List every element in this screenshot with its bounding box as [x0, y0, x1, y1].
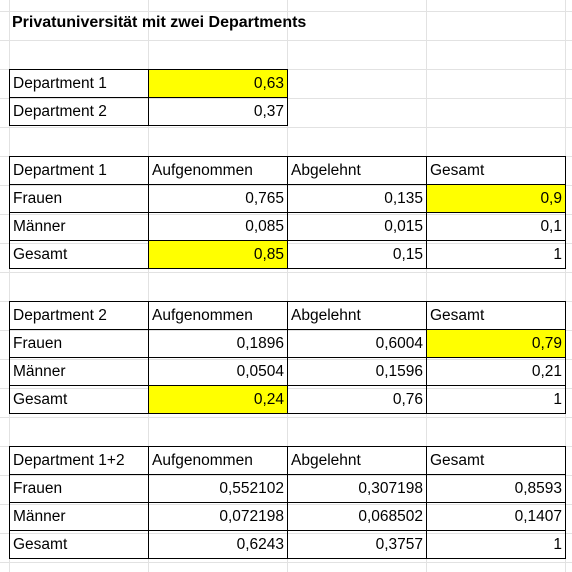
value-cell[interactable]: 0,6243	[148, 530, 288, 559]
header-cell[interactable]: Department 1+2	[9, 446, 149, 475]
value-cell[interactable]: 1	[426, 530, 566, 559]
table-header-row: Department 2 Aufgenommen Abgelehnt Gesam…	[9, 301, 566, 330]
department-2-table: Department 2 Aufgenommen Abgelehnt Gesam…	[9, 301, 566, 414]
row-label-cell[interactable]: Gesamt	[9, 530, 149, 559]
value-cell[interactable]: 0,1	[426, 212, 566, 241]
value-cell[interactable]: 0,307198	[287, 474, 427, 503]
table-header-row: Department 1+2 Aufgenommen Abgelehnt Ges…	[9, 446, 566, 475]
value-cell[interactable]: 0,21	[426, 357, 566, 386]
table-row: Department 2 0,37	[9, 97, 288, 126]
row-label-cell[interactable]: Frauen	[9, 184, 149, 213]
table-row: Gesamt 0,24 0,76 1	[9, 385, 566, 414]
table-header-row: Department 1 Aufgenommen Abgelehnt Gesam…	[9, 156, 566, 185]
value-cell-highlighted[interactable]: 0,85	[148, 240, 288, 269]
header-cell[interactable]: Aufgenommen	[148, 301, 288, 330]
value-cell[interactable]: 0,085	[148, 212, 288, 241]
value-cell[interactable]: 0,765	[148, 184, 288, 213]
value-cell[interactable]: 0,6004	[287, 329, 427, 358]
value-cell[interactable]: 0,0504	[148, 357, 288, 386]
header-cell[interactable]: Abgelehnt	[287, 446, 427, 475]
value-cell[interactable]: 0,15	[287, 240, 427, 269]
header-cell[interactable]: Aufgenommen	[148, 446, 288, 475]
department-combined-table: Department 1+2 Aufgenommen Abgelehnt Ges…	[9, 446, 566, 559]
sheet-title: Privatuniversität mit zwei Departments	[12, 14, 307, 31]
value-cell[interactable]: 0,135	[287, 184, 427, 213]
row-label-cell[interactable]: Gesamt	[9, 385, 149, 414]
header-cell[interactable]: Gesamt	[426, 301, 566, 330]
value-cell-highlighted[interactable]: 0,79	[426, 329, 566, 358]
row-label-cell[interactable]: Frauen	[9, 474, 149, 503]
table-row: Frauen 0,1896 0,6004 0,79	[9, 329, 566, 358]
table-row: Department 1 0,63	[9, 69, 288, 98]
cell-label[interactable]: Department 1	[9, 69, 149, 98]
header-cell[interactable]: Aufgenommen	[148, 156, 288, 185]
header-cell[interactable]: Abgelehnt	[287, 156, 427, 185]
header-cell[interactable]: Department 2	[9, 301, 149, 330]
table-row: Frauen 0,765 0,135 0,9	[9, 184, 566, 213]
table-row: Gesamt 0,6243 0,3757 1	[9, 530, 566, 559]
value-cell[interactable]: 0,76	[287, 385, 427, 414]
table-row: Männer 0,072198 0,068502 0,1407	[9, 502, 566, 531]
table-row: Männer 0,085 0,015 0,1	[9, 212, 566, 241]
row-label-cell[interactable]: Männer	[9, 502, 149, 531]
value-cell[interactable]: 0,068502	[287, 502, 427, 531]
cell-value-highlighted[interactable]: 0,63	[148, 69, 288, 98]
value-cell[interactable]: 1	[426, 240, 566, 269]
department-1-table: Department 1 Aufgenommen Abgelehnt Gesam…	[9, 156, 566, 269]
value-cell[interactable]: 0,3757	[287, 530, 427, 559]
table-row: Frauen 0,552102 0,307198 0,8593	[9, 474, 566, 503]
header-cell[interactable]: Department 1	[9, 156, 149, 185]
value-cell[interactable]: 0,1596	[287, 357, 427, 386]
value-cell-highlighted[interactable]: 0,24	[148, 385, 288, 414]
value-cell[interactable]: 0,072198	[148, 502, 288, 531]
value-cell[interactable]: 0,1896	[148, 329, 288, 358]
row-label-cell[interactable]: Männer	[9, 212, 149, 241]
value-cell[interactable]: 0,552102	[148, 474, 288, 503]
header-cell[interactable]: Gesamt	[426, 446, 566, 475]
table-row: Männer 0,0504 0,1596 0,21	[9, 357, 566, 386]
row-label-cell[interactable]: Männer	[9, 357, 149, 386]
value-cell[interactable]: 0,015	[287, 212, 427, 241]
value-cell[interactable]: 0,8593	[426, 474, 566, 503]
value-cell[interactable]: 0,1407	[426, 502, 566, 531]
row-label-cell[interactable]: Gesamt	[9, 240, 149, 269]
cell-value[interactable]: 0,37	[148, 97, 288, 126]
table-row: Gesamt 0,85 0,15 1	[9, 240, 566, 269]
value-cell-highlighted[interactable]: 0,9	[426, 184, 566, 213]
value-cell[interactable]: 1	[426, 385, 566, 414]
department-share-table: Department 1 0,63 Department 2 0,37	[9, 69, 288, 126]
header-cell[interactable]: Gesamt	[426, 156, 566, 185]
cell-label[interactable]: Department 2	[9, 97, 149, 126]
header-cell[interactable]: Abgelehnt	[287, 301, 427, 330]
row-label-cell[interactable]: Frauen	[9, 329, 149, 358]
